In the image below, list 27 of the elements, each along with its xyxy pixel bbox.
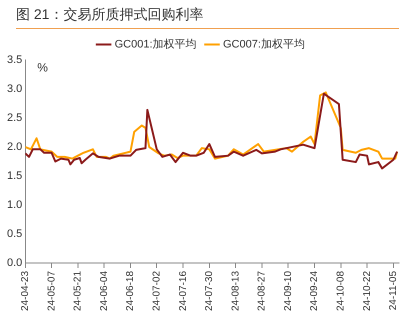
y-tick-label: 0.5 — [6, 228, 22, 240]
y-tick-label: 3.5 — [6, 54, 22, 66]
legend-label: GC007:加权平均 — [223, 38, 305, 51]
x-tick-label: 24-09-24 — [309, 270, 320, 311]
x-tick-label: 24-07-30 — [204, 270, 216, 311]
x-tick-label: 24-05-07 — [46, 270, 58, 311]
legend-label: GC001:加权平均 — [114, 38, 197, 51]
y-tick-label: 0.0 — [6, 257, 22, 269]
x-tick-label: 24-07-16 — [178, 270, 189, 311]
y-axis-title: % — [37, 60, 48, 74]
chart-title: 图 21：交易所质押式回购利率 — [16, 6, 399, 29]
y-tick-label: 2.5 — [6, 112, 22, 124]
x-tick-label: 24-06-18 — [125, 270, 136, 311]
x-tick-label: 24-10-08 — [336, 270, 347, 311]
x-tick-label: 24-11-05 — [388, 270, 400, 310]
x-tick-label: 24-08-27 — [256, 270, 268, 311]
x-tick-label: 24-09-10 — [282, 270, 294, 311]
y-tick-label: 2.0 — [6, 141, 22, 154]
x-tick-label: 24-05-21 — [72, 270, 84, 311]
x-tick-label: 24-04-23 — [20, 270, 32, 311]
x-tick-label: 24-10-22 — [362, 270, 373, 311]
y-tick-label: 3.0 — [6, 83, 22, 96]
y-tick-label: 1.5 — [6, 170, 22, 182]
x-tick-label: 24-06-04 — [98, 270, 110, 311]
x-tick-label: 24-08-13 — [230, 270, 242, 311]
x-tick-label: 24-07-02 — [151, 270, 162, 311]
y-tick-label: 1.0 — [6, 199, 22, 212]
